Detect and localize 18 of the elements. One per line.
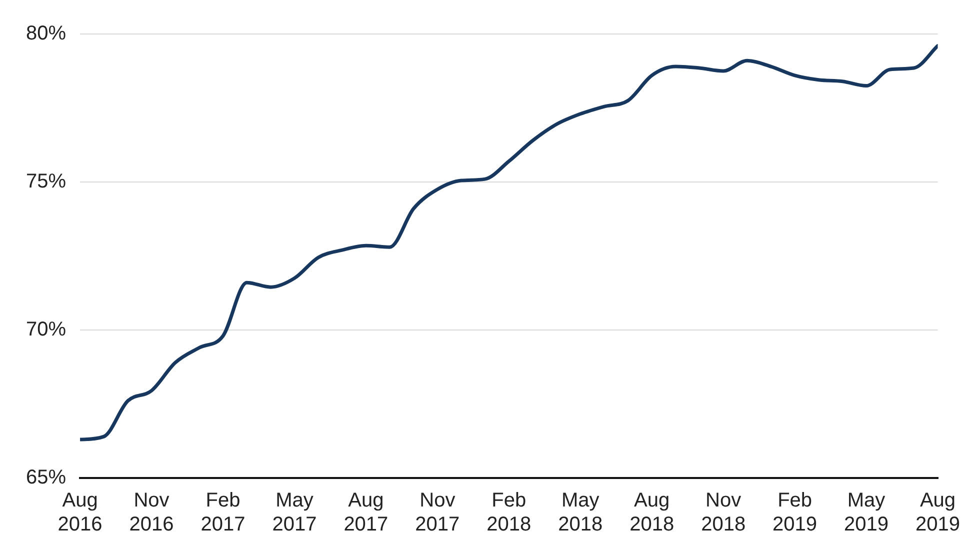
y-tick-label: 75%	[26, 170, 66, 193]
x-tick-label: Nov 2016	[129, 490, 174, 536]
x-tick-label: Feb 2019	[772, 490, 818, 536]
line-series	[80, 44, 938, 442]
x-tick-label: May 2017	[272, 490, 317, 536]
x-tick-label: Aug 2016	[58, 490, 102, 536]
x-tick-label: Aug 2019	[916, 490, 960, 536]
x-tick-label: Nov 2017	[415, 490, 460, 536]
y-tick-label: 65%	[26, 466, 66, 489]
x-tick-label: May 2019	[844, 490, 889, 536]
y-tick-label: 80%	[26, 22, 66, 45]
x-tick-label: Feb 2018	[486, 490, 532, 536]
x-tick-label: May 2018	[558, 490, 603, 536]
x-tick-label: Nov 2018	[701, 490, 746, 536]
x-tick-label: Feb 2017	[200, 490, 246, 536]
x-tick-label: Aug 2017	[344, 490, 388, 536]
x-tick-label: Aug 2018	[630, 490, 674, 536]
y-tick-label: 70%	[26, 318, 66, 341]
